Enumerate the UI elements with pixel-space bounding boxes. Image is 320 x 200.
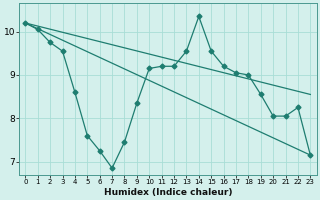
X-axis label: Humidex (Indice chaleur): Humidex (Indice chaleur) [104, 188, 232, 197]
